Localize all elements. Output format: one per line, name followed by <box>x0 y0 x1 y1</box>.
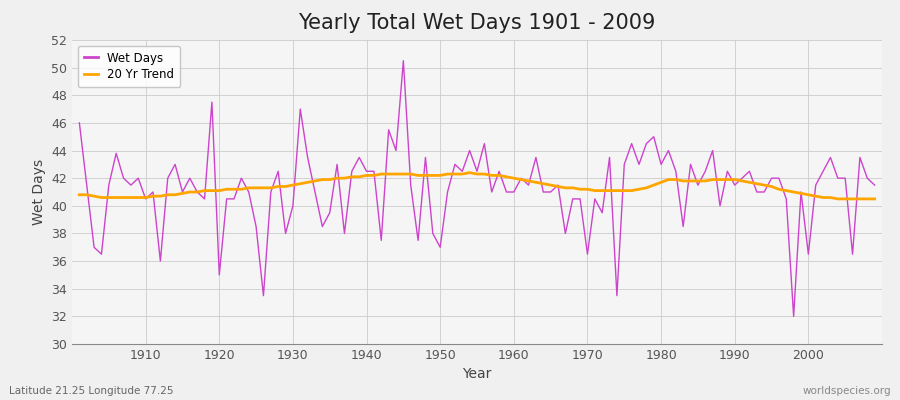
Legend: Wet Days, 20 Yr Trend: Wet Days, 20 Yr Trend <box>78 46 180 87</box>
Wet Days <box>295 107 306 112</box>
20 Yr Trend <box>74 192 85 197</box>
20 Yr Trend <box>832 196 843 201</box>
Wet Days <box>398 58 409 63</box>
Text: Latitude 21.25 Longitude 77.25: Latitude 21.25 Longitude 77.25 <box>9 386 174 396</box>
Wet Days <box>133 176 144 180</box>
Line: 20 Yr Trend: 20 Yr Trend <box>79 173 875 199</box>
Wet Days <box>339 231 350 236</box>
20 Yr Trend <box>508 176 519 180</box>
Wet Days <box>74 120 85 125</box>
Wet Days <box>508 190 519 194</box>
Title: Yearly Total Wet Days 1901 - 2009: Yearly Total Wet Days 1901 - 2009 <box>298 13 656 33</box>
Text: worldspecies.org: worldspecies.org <box>803 386 891 396</box>
20 Yr Trend <box>339 176 350 180</box>
Wet Days <box>604 155 615 160</box>
Y-axis label: Wet Days: Wet Days <box>32 159 46 225</box>
Wet Days <box>869 183 880 188</box>
20 Yr Trend <box>516 177 526 182</box>
Line: Wet Days: Wet Days <box>79 61 875 316</box>
20 Yr Trend <box>295 181 306 186</box>
20 Yr Trend <box>133 195 144 200</box>
X-axis label: Year: Year <box>463 368 491 382</box>
20 Yr Trend <box>869 196 880 201</box>
Wet Days <box>516 176 526 180</box>
20 Yr Trend <box>464 170 475 175</box>
Wet Days <box>788 314 799 319</box>
20 Yr Trend <box>604 188 615 193</box>
